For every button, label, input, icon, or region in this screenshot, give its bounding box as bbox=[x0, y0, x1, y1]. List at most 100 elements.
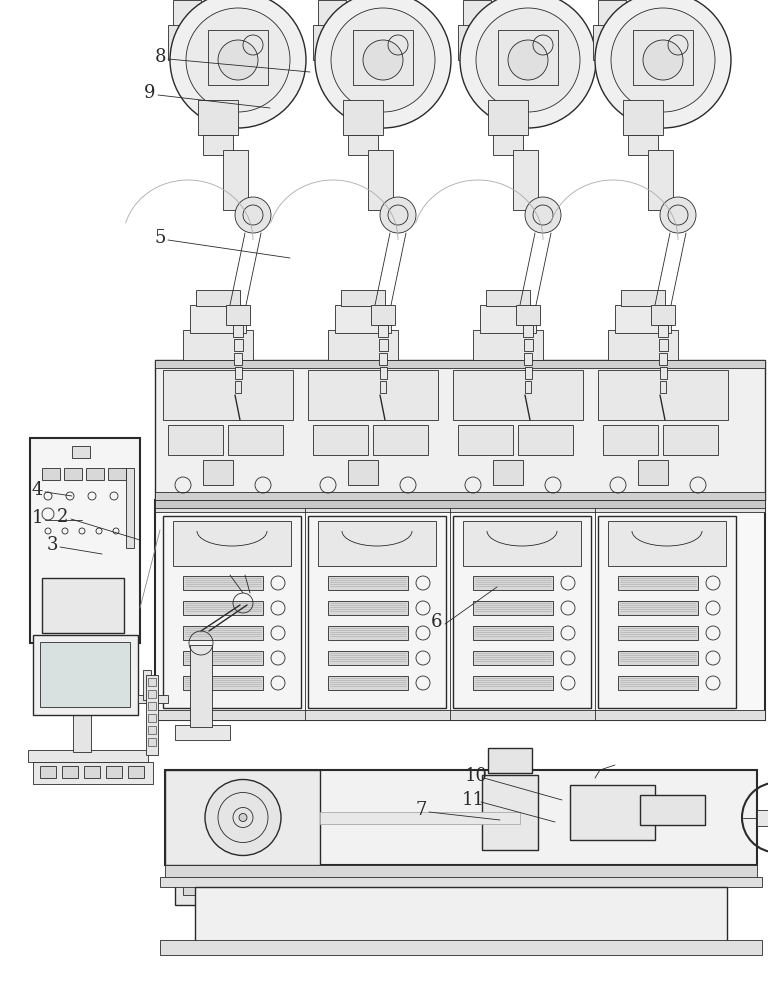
Bar bbox=[608, 521, 726, 566]
Bar bbox=[183, 875, 218, 895]
Bar bbox=[341, 290, 385, 306]
Bar bbox=[108, 468, 126, 480]
Bar bbox=[160, 940, 762, 955]
Text: 2: 2 bbox=[58, 508, 68, 526]
Bar bbox=[379, 353, 387, 365]
Bar bbox=[516, 305, 540, 325]
Bar bbox=[233, 325, 243, 337]
Bar bbox=[488, 748, 532, 773]
Bar bbox=[155, 360, 765, 368]
Bar bbox=[165, 865, 757, 879]
Bar bbox=[308, 516, 446, 708]
Bar bbox=[190, 305, 246, 333]
Bar bbox=[173, 0, 201, 80]
Bar bbox=[618, 626, 698, 640]
Bar bbox=[524, 353, 532, 365]
Bar bbox=[593, 25, 603, 60]
Bar bbox=[128, 766, 144, 778]
Bar bbox=[42, 468, 60, 480]
Bar bbox=[33, 635, 138, 715]
Bar bbox=[473, 626, 553, 640]
Bar bbox=[183, 626, 263, 640]
Bar bbox=[458, 425, 513, 455]
Text: 5: 5 bbox=[154, 229, 166, 247]
Bar bbox=[660, 381, 666, 393]
Bar bbox=[196, 290, 240, 306]
Bar bbox=[353, 30, 413, 85]
Bar bbox=[473, 601, 553, 615]
Bar bbox=[318, 0, 346, 80]
Circle shape bbox=[331, 8, 435, 112]
Bar bbox=[623, 100, 663, 135]
Circle shape bbox=[476, 8, 580, 112]
Bar bbox=[148, 678, 156, 686]
Circle shape bbox=[525, 197, 561, 233]
Circle shape bbox=[611, 8, 715, 112]
Bar bbox=[328, 576, 408, 590]
Bar bbox=[473, 676, 553, 690]
Bar bbox=[618, 651, 698, 665]
Bar bbox=[40, 642, 130, 707]
Bar bbox=[190, 645, 212, 727]
Bar bbox=[62, 766, 78, 778]
Bar bbox=[343, 100, 383, 135]
Bar bbox=[42, 578, 124, 633]
Bar bbox=[163, 516, 301, 708]
Bar bbox=[480, 305, 536, 333]
Bar bbox=[168, 425, 223, 455]
Bar bbox=[86, 468, 104, 480]
Bar bbox=[473, 330, 543, 360]
Bar bbox=[148, 726, 156, 734]
Bar bbox=[524, 339, 533, 351]
Bar bbox=[183, 330, 253, 360]
Bar bbox=[203, 135, 233, 155]
Bar bbox=[525, 381, 531, 393]
Bar bbox=[155, 360, 765, 500]
Bar bbox=[453, 370, 583, 420]
Bar bbox=[155, 710, 765, 720]
Bar bbox=[379, 339, 388, 351]
Bar bbox=[30, 438, 140, 643]
Circle shape bbox=[508, 40, 548, 80]
Text: 11: 11 bbox=[462, 791, 485, 809]
Bar bbox=[482, 775, 538, 850]
Bar bbox=[348, 135, 378, 155]
Bar bbox=[335, 305, 391, 333]
Bar bbox=[143, 670, 151, 700]
Bar bbox=[618, 601, 698, 615]
Text: 6: 6 bbox=[432, 613, 442, 631]
Text: 9: 9 bbox=[144, 84, 156, 102]
Bar bbox=[659, 353, 667, 365]
Bar bbox=[235, 367, 242, 379]
Circle shape bbox=[315, 0, 451, 128]
Bar bbox=[368, 150, 393, 210]
Circle shape bbox=[380, 197, 416, 233]
Bar bbox=[235, 381, 241, 393]
Bar bbox=[486, 290, 530, 306]
Bar bbox=[570, 785, 655, 840]
Bar bbox=[226, 305, 250, 325]
Bar bbox=[473, 651, 553, 665]
Bar bbox=[513, 150, 538, 210]
Bar bbox=[328, 330, 398, 360]
Circle shape bbox=[363, 40, 403, 80]
Bar bbox=[757, 810, 768, 826]
Bar bbox=[525, 367, 532, 379]
Circle shape bbox=[643, 40, 683, 80]
Bar bbox=[659, 339, 668, 351]
Bar bbox=[648, 150, 673, 210]
Bar bbox=[148, 702, 156, 710]
Bar bbox=[234, 353, 242, 365]
Bar bbox=[518, 425, 573, 455]
Bar bbox=[458, 25, 468, 60]
Bar bbox=[473, 576, 553, 590]
Bar bbox=[148, 714, 156, 722]
Bar bbox=[318, 521, 436, 566]
Bar bbox=[313, 25, 323, 60]
Bar bbox=[165, 770, 320, 865]
Circle shape bbox=[186, 8, 290, 112]
Bar bbox=[598, 516, 736, 708]
Bar bbox=[175, 725, 230, 740]
Text: 1: 1 bbox=[31, 509, 43, 527]
Bar bbox=[660, 367, 667, 379]
